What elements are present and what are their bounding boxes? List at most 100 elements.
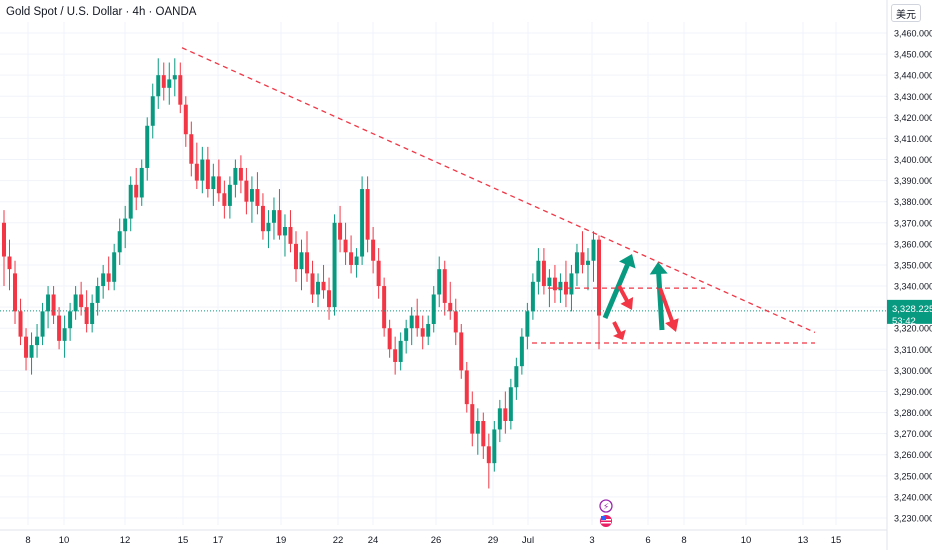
- candle-body: [475, 421, 480, 434]
- candle-body: [404, 328, 409, 341]
- candle-body: [35, 336, 40, 346]
- candle-body: [7, 256, 12, 270]
- candle-body: [238, 167, 243, 181]
- candle-body: [167, 79, 172, 88]
- currency-button[interactable]: 美元: [891, 4, 921, 22]
- candle-body: [486, 446, 491, 464]
- candle-body: [332, 222, 337, 308]
- candle-body: [117, 231, 122, 253]
- candle-body: [260, 205, 265, 232]
- candle-body: [514, 366, 519, 388]
- candle-body: [161, 75, 166, 88]
- last-price-label: 3,328.225 53:42: [888, 304, 932, 330]
- candle-body: [68, 311, 73, 329]
- x-tick-label: 8: [681, 535, 686, 546]
- x-tick-label: 26: [431, 535, 442, 546]
- lightning-event-icon[interactable]: [599, 499, 613, 513]
- y-tick-label: 3,340.000: [894, 282, 932, 292]
- candle-body: [266, 222, 271, 232]
- candle-body: [249, 189, 254, 202]
- candle-body: [183, 104, 188, 135]
- candle-body: [525, 311, 530, 337]
- candle-body: [591, 239, 596, 261]
- y-tick-label: 3,260.000: [894, 450, 932, 460]
- candle-body: [194, 163, 199, 181]
- candle-body: [508, 387, 513, 421]
- y-tick-label: 3,320.000: [894, 324, 932, 334]
- x-tick-label: 13: [798, 535, 809, 546]
- candle-body: [597, 239, 601, 316]
- candle-body: [13, 273, 18, 312]
- candle-body: [448, 302, 453, 312]
- candle-body: [227, 184, 232, 206]
- candle-body: [547, 277, 552, 287]
- candle-body: [431, 294, 436, 324]
- last-price-tag-bg: [887, 299, 932, 324]
- flag-canton: [601, 516, 606, 520]
- arrow-down-3[interactable]: [658, 287, 679, 332]
- candle-body: [139, 167, 144, 198]
- candle-body: [316, 281, 321, 295]
- candle-body: [563, 281, 568, 295]
- candle-body: [310, 273, 315, 295]
- candle-body: [24, 336, 29, 358]
- x-tick-label: 10: [59, 535, 70, 546]
- candle-body: [426, 324, 431, 337]
- candle-body: [172, 75, 177, 80]
- candle-body: [288, 227, 293, 244]
- y-tick-label: 3,370.000: [894, 218, 932, 228]
- bar-countdown: 53:42: [892, 316, 916, 327]
- y-tick-label: 3,380.000: [894, 197, 932, 207]
- candle-body: [459, 332, 464, 371]
- candle-body: [393, 349, 398, 362]
- y-tick-label: 3,230.000: [894, 514, 932, 524]
- arrow-up-2[interactable]: [649, 262, 668, 331]
- y-tick-label: 3,250.000: [894, 471, 932, 481]
- candle-body: [112, 252, 117, 282]
- candle-body: [569, 273, 574, 295]
- y-tick-label: 3,460.000: [894, 29, 932, 39]
- candle-body: [552, 277, 557, 291]
- candle-body: [156, 75, 161, 97]
- candle-body: [29, 345, 34, 358]
- candle-body: [90, 302, 95, 324]
- candle-body: [84, 307, 89, 324]
- candle-body: [415, 315, 420, 329]
- candle-body: [293, 243, 298, 270]
- candle-body: [200, 159, 205, 181]
- candle-body: [255, 189, 260, 206]
- candle-body: [365, 189, 370, 240]
- candle-body: [299, 252, 304, 270]
- y-tick-label: 3,280.000: [894, 408, 932, 418]
- candle-body: [18, 311, 23, 337]
- candle-body: [62, 328, 67, 341]
- x-tick-label: 10: [741, 535, 752, 546]
- arrow-down-1[interactable]: [617, 285, 634, 310]
- x-tick-label: 29: [488, 535, 499, 546]
- arrow-down-2[interactable]: [612, 321, 626, 340]
- candle-body: [464, 370, 469, 405]
- candle-body: [503, 408, 508, 421]
- candle-body: [150, 96, 155, 126]
- candle-body: [354, 256, 359, 265]
- candle-body: [101, 273, 106, 287]
- candle-body: [585, 260, 590, 265]
- candle-body: [40, 311, 45, 337]
- descending-trendline[interactable]: [181, 47, 816, 334]
- x-tick-label: 22: [333, 535, 344, 546]
- candle-body: [343, 239, 348, 253]
- candle-body: [437, 269, 442, 295]
- y-tick-label: 3,440.000: [894, 71, 932, 81]
- x-tick-label: 3: [589, 535, 594, 546]
- x-tick-label: 12: [120, 535, 131, 546]
- x-tick-label: 24: [368, 535, 379, 546]
- candle-body: [134, 184, 139, 198]
- candle-body: [530, 281, 535, 312]
- candle-body: [79, 294, 84, 308]
- x-tick-label: 15: [178, 535, 189, 546]
- candle-body: [51, 294, 56, 316]
- lightning-icon: ⚡: [603, 503, 609, 513]
- y-tick-label: 3,420.000: [894, 113, 932, 123]
- candle-body: [574, 252, 579, 274]
